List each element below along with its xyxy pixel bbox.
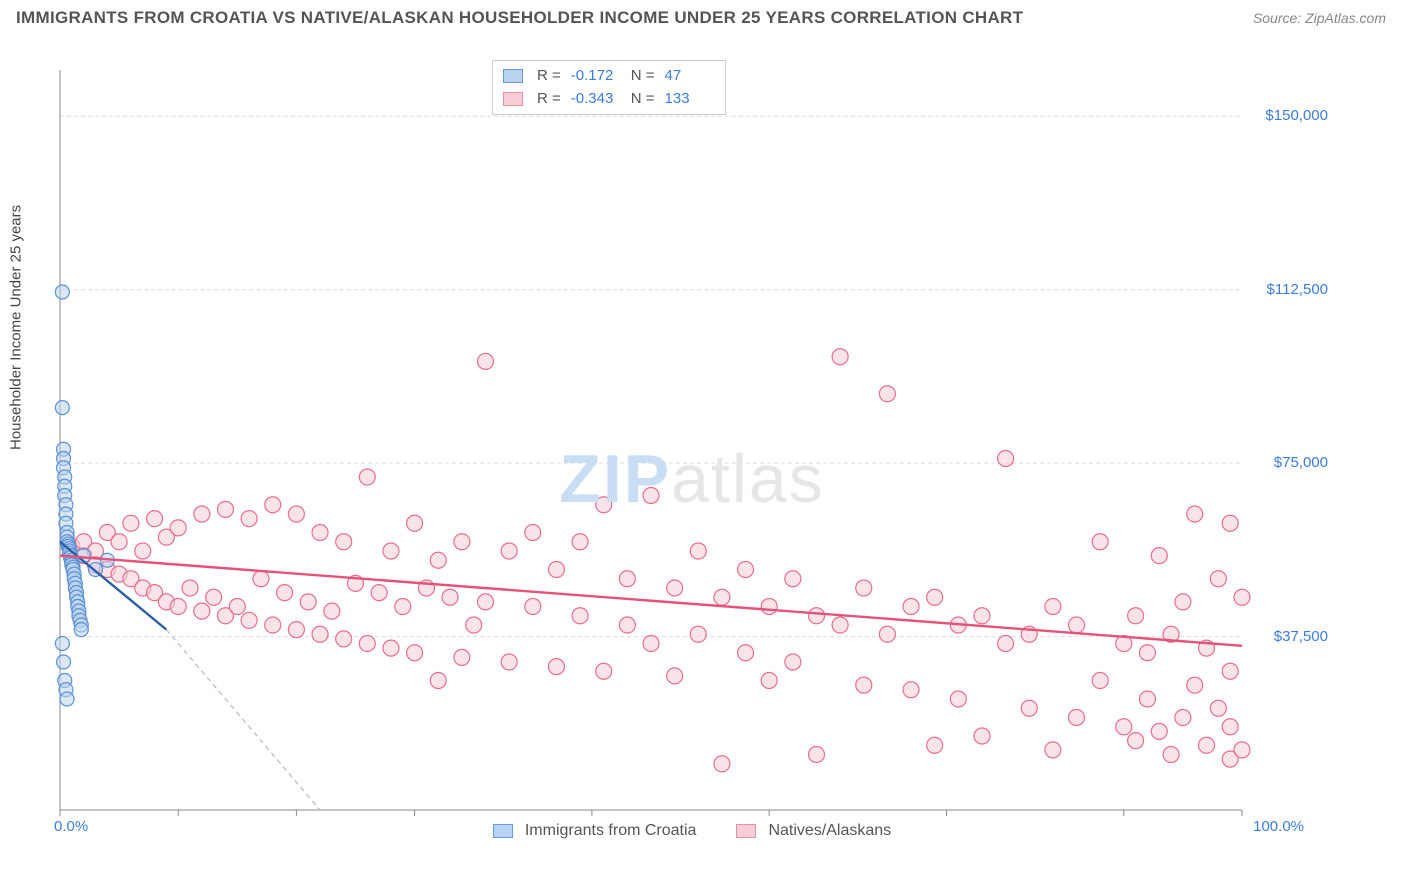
- swatch-icon: [503, 69, 523, 83]
- legend-item: Immigrants from Croatia: [493, 822, 697, 840]
- chart-area: Householder Income Under 25 years ZIPatl…: [52, 60, 1332, 840]
- chart-source: Source: ZipAtlas.com: [1253, 10, 1386, 26]
- legend-label: Natives/Alaskans: [768, 822, 891, 840]
- y-tick-label: $150,000: [1265, 107, 1328, 124]
- y-tick-label: $75,000: [1274, 454, 1328, 471]
- stats-box: R = -0.172 N = 47 R = -0.343 N = 133: [492, 60, 726, 115]
- swatch-icon: [493, 824, 513, 838]
- stats-row: R = -0.172 N = 47: [503, 65, 715, 88]
- y-tick-label: $37,500: [1274, 628, 1328, 645]
- stats-row: R = -0.343 N = 133: [503, 88, 715, 111]
- legend-item: Natives/Alaskans: [736, 822, 891, 840]
- chart-title: IMMIGRANTS FROM CROATIA VS NATIVE/ALASKA…: [16, 8, 1023, 28]
- y-tick-label: $112,500: [1267, 281, 1328, 298]
- swatch-icon: [736, 824, 756, 838]
- y-axis-label: Householder Income Under 25 years: [8, 205, 25, 450]
- legend-label: Immigrants from Croatia: [525, 822, 697, 840]
- swatch-icon: [503, 92, 523, 106]
- chart-header: IMMIGRANTS FROM CROATIA VS NATIVE/ALASKA…: [0, 0, 1406, 34]
- scatter-plot: [52, 60, 1332, 840]
- legend: Immigrants from Croatia Natives/Alaskans: [52, 822, 1332, 840]
